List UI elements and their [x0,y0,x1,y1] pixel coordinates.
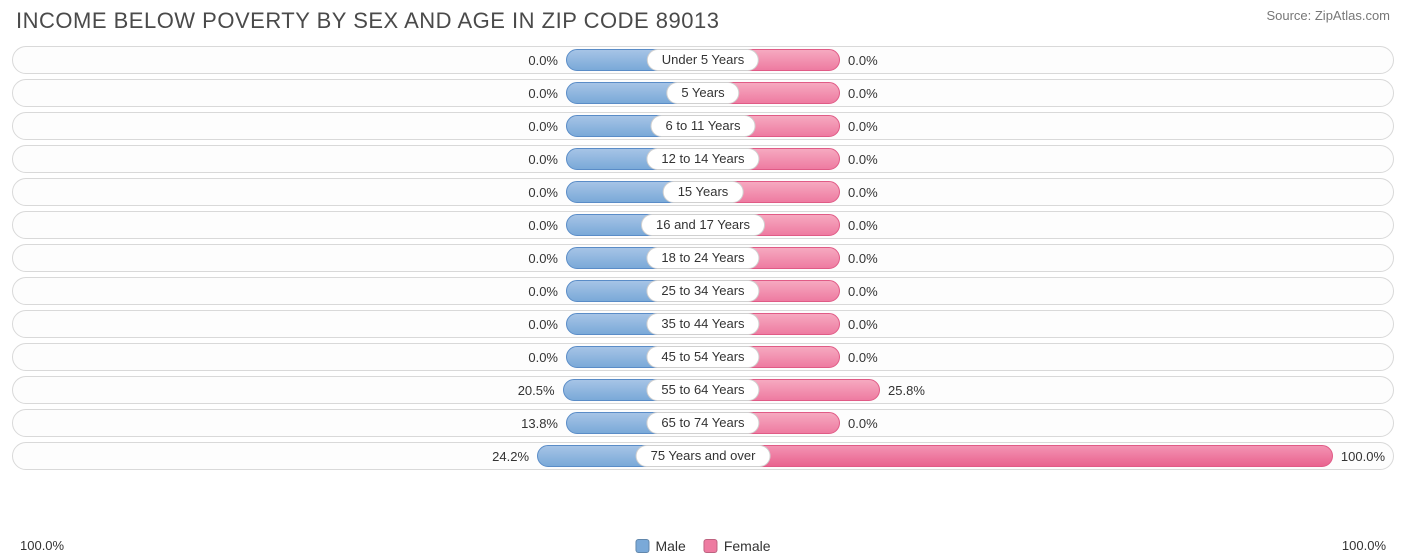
female-half: 25.8% [703,377,1393,403]
source-attribution: Source: ZipAtlas.com [1266,8,1390,23]
female-value-label: 0.0% [840,185,886,200]
male-value-label: 0.0% [520,86,566,101]
female-value-label: 25.8% [880,383,933,398]
female-half: 0.0% [703,212,1393,238]
category-label: 12 to 14 Years [646,148,759,170]
chart-title: INCOME BELOW POVERTY BY SEX AND AGE IN Z… [16,8,719,34]
table-row: 20.5% 25.8% 55 to 64 Years [12,376,1394,404]
legend-label-male: Male [655,538,685,554]
female-half: 0.0% [703,344,1393,370]
table-row: 0.0% 0.0% Under 5 Years [12,46,1394,74]
male-value-label: 0.0% [520,152,566,167]
female-value-label: 0.0% [840,86,886,101]
category-label: 5 Years [666,82,739,104]
header: INCOME BELOW POVERTY BY SEX AND AGE IN Z… [8,4,1398,46]
table-row: 0.0% 0.0% 6 to 11 Years [12,112,1394,140]
female-value-label: 100.0% [1333,449,1393,464]
category-label: 75 Years and over [636,445,771,467]
female-value-label: 0.0% [840,350,886,365]
male-value-label: 0.0% [520,218,566,233]
table-row: 13.8% 0.0% 65 to 74 Years [12,409,1394,437]
legend-item-male: Male [635,538,685,554]
female-half: 0.0% [703,245,1393,271]
male-half: 0.0% [13,80,703,106]
table-row: 0.0% 0.0% 16 and 17 Years [12,211,1394,239]
category-label: 45 to 54 Years [646,346,759,368]
table-row: 0.0% 0.0% 15 Years [12,178,1394,206]
male-value-label: 0.0% [520,251,566,266]
legend-swatch-female [704,539,718,553]
female-half: 0.0% [703,146,1393,172]
female-half: 0.0% [703,179,1393,205]
female-value-label: 0.0% [840,317,886,332]
axis-label-left: 100.0% [20,538,64,553]
female-bar [702,445,1333,467]
diverging-bar-chart: 0.0%0.0%Under 5 Years0.0%0.0%5 Years0.0%… [8,46,1398,536]
female-value-label: 0.0% [840,284,886,299]
male-value-label: 24.2% [484,449,537,464]
male-half: 0.0% [13,278,703,304]
category-label: 65 to 74 Years [646,412,759,434]
legend: Male Female [635,538,770,554]
category-label: Under 5 Years [647,49,759,71]
male-value-label: 13.8% [513,416,566,431]
category-label: 55 to 64 Years [646,379,759,401]
female-half: 0.0% [703,278,1393,304]
male-value-label: 0.0% [520,350,566,365]
female-half: 0.0% [703,410,1393,436]
male-half: 20.5% [13,377,703,403]
female-value-label: 0.0% [840,416,886,431]
chart-container: INCOME BELOW POVERTY BY SEX AND AGE IN Z… [0,0,1406,559]
category-label: 15 Years [663,181,744,203]
table-row: 0.0% 0.0% 45 to 54 Years [12,343,1394,371]
female-half: 0.0% [703,311,1393,337]
female-half: 0.0% [703,80,1393,106]
legend-swatch-male [635,539,649,553]
male-value-label: 0.0% [520,185,566,200]
male-half: 0.0% [13,179,703,205]
male-value-label: 0.0% [520,284,566,299]
table-row: 0.0% 0.0% 12 to 14 Years [12,145,1394,173]
male-half: 0.0% [13,245,703,271]
category-label: 6 to 11 Years [651,115,756,137]
male-value-label: 0.0% [520,53,566,68]
category-label: 25 to 34 Years [646,280,759,302]
male-half: 0.0% [13,212,703,238]
female-value-label: 0.0% [840,53,886,68]
male-value-label: 0.0% [520,317,566,332]
table-row: 0.0% 0.0% 25 to 34 Years [12,277,1394,305]
female-value-label: 0.0% [840,152,886,167]
table-row: 24.2% 100.0% 75 Years and over [12,442,1394,470]
legend-item-female: Female [704,538,771,554]
category-label: 35 to 44 Years [646,313,759,335]
male-half: 0.0% [13,47,703,73]
legend-label-female: Female [724,538,771,554]
male-value-label: 20.5% [510,383,563,398]
female-value-label: 0.0% [840,251,886,266]
female-value-label: 0.0% [840,218,886,233]
male-half: 0.0% [13,311,703,337]
female-value-label: 0.0% [840,119,886,134]
male-half: 0.0% [13,113,703,139]
male-half: 13.8% [13,410,703,436]
female-half: 100.0% [703,443,1393,469]
female-half: 0.0% [703,47,1393,73]
axis-label-right: 100.0% [1342,538,1386,553]
table-row: 0.0% 0.0% 5 Years [12,79,1394,107]
male-half: 0.0% [13,344,703,370]
footer: 100.0% Male Female 100.0% [8,536,1398,559]
male-half: 24.2% [13,443,703,469]
female-half: 0.0% [703,113,1393,139]
category-label: 16 and 17 Years [641,214,765,236]
male-value-label: 0.0% [520,119,566,134]
table-row: 0.0% 0.0% 18 to 24 Years [12,244,1394,272]
table-row: 0.0% 0.0% 35 to 44 Years [12,310,1394,338]
male-half: 0.0% [13,146,703,172]
category-label: 18 to 24 Years [646,247,759,269]
